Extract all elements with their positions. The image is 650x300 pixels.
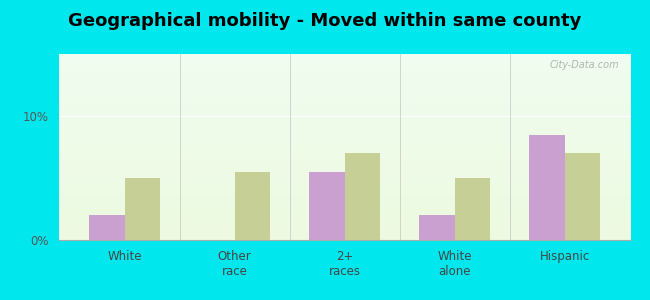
Bar — [344, 153, 380, 240]
Bar — [454, 178, 489, 240]
Bar — [419, 215, 454, 240]
Bar — [309, 172, 344, 240]
Bar — [235, 172, 270, 240]
Text: City-Data.com: City-Data.com — [549, 60, 619, 70]
Text: Geographical mobility - Moved within same county: Geographical mobility - Moved within sam… — [68, 12, 582, 30]
Bar — [529, 135, 564, 240]
Bar — [89, 215, 125, 240]
Bar — [564, 153, 600, 240]
Bar — [125, 178, 160, 240]
